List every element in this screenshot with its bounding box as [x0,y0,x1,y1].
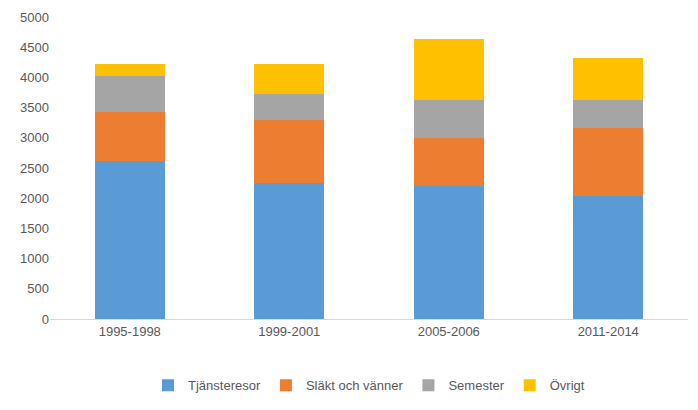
svg-text:4000: 4000 [20,70,49,85]
svg-text:Övrigt: Övrigt [550,378,585,393]
svg-text:2011-2014: 2011-2014 [578,324,639,339]
svg-text:4500: 4500 [20,40,49,55]
svg-text:2000: 2000 [20,191,49,206]
svg-text:2500: 2500 [20,161,49,176]
svg-text:500: 500 [27,281,49,296]
svg-text:Semester: Semester [448,378,504,393]
svg-text:1000: 1000 [20,251,49,266]
svg-text:Släkt och vänner: Släkt och vänner [306,378,404,393]
svg-text:3000: 3000 [20,130,49,145]
svg-text:5000: 5000 [20,10,49,25]
svg-text:1999-2001: 1999-2001 [258,324,320,339]
svg-text:1500: 1500 [20,221,49,236]
svg-text:Tjänsteresor: Tjänsteresor [188,378,261,393]
svg-text:2005-2006: 2005-2006 [418,324,480,339]
svg-text:1995-1998: 1995-1998 [99,324,161,339]
svg-text:3500: 3500 [20,100,49,115]
svg-text:0: 0 [42,312,49,327]
